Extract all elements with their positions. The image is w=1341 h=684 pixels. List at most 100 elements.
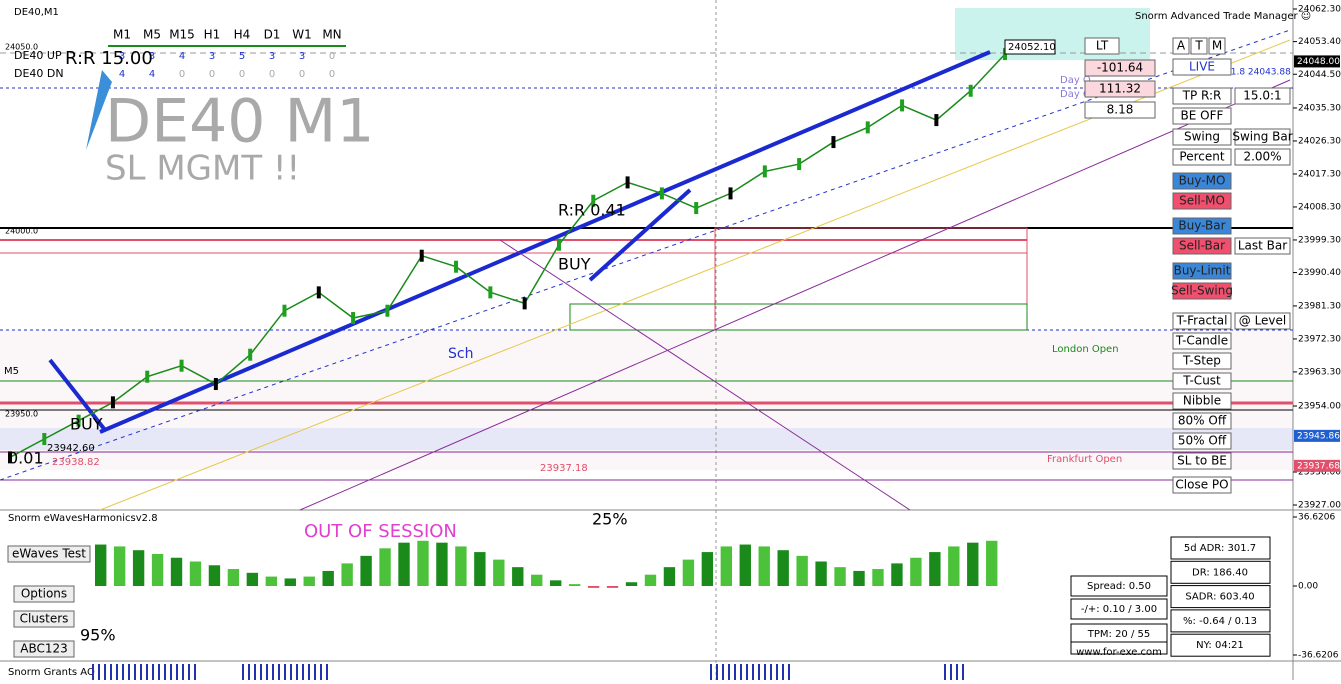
button-label[interactable]: @ Level — [1239, 314, 1287, 328]
button-label[interactable]: Buy-MO — [1179, 174, 1226, 188]
button[interactable] — [1084, 80, 1156, 98]
label: 5d ADR: 301.7 — [1184, 543, 1256, 554]
button[interactable] — [1172, 128, 1232, 146]
button-label[interactable]: T — [1194, 39, 1203, 53]
button-label[interactable]: TP R:R — [1182, 89, 1222, 103]
button-label[interactable]: Close PO — [1175, 478, 1228, 492]
button[interactable] — [1234, 148, 1291, 166]
ao-bar — [254, 664, 256, 680]
button-label[interactable]: Options — [21, 587, 67, 601]
button[interactable] — [1172, 87, 1232, 105]
label: 3 — [269, 51, 275, 62]
button-label[interactable]: A — [1177, 39, 1186, 53]
button-label[interactable]: Last Bar — [1238, 239, 1287, 253]
button-label[interactable]: 80% Off — [1178, 414, 1227, 428]
button[interactable] — [13, 610, 75, 628]
button[interactable] — [1190, 37, 1208, 55]
label: DR: 186.40 — [1192, 567, 1248, 578]
button-label[interactable]: M — [1212, 39, 1222, 53]
button-label[interactable]: 50% Off — [1178, 434, 1227, 448]
candle — [8, 451, 12, 464]
button-label[interactable]: T-Cust — [1182, 374, 1221, 388]
button[interactable] — [1234, 312, 1291, 330]
button[interactable] — [1172, 282, 1232, 300]
ao-bar — [302, 664, 304, 680]
button-label[interactable]: Swing — [1184, 130, 1220, 144]
button[interactable] — [1172, 107, 1232, 125]
button-label[interactable]: BE OFF — [1181, 109, 1224, 123]
oscillator-bar — [550, 580, 562, 586]
button[interactable] — [7, 545, 91, 563]
ao-bar — [758, 664, 760, 680]
button-label[interactable]: Nibble — [1183, 394, 1221, 408]
button-label[interactable]: 8.18 — [1107, 103, 1134, 117]
stat-box — [1070, 575, 1168, 597]
button[interactable] — [13, 585, 75, 603]
button-label[interactable]: ABC123 — [20, 642, 68, 656]
button[interactable] — [1172, 312, 1232, 330]
ao-bar — [776, 664, 778, 680]
button-label[interactable]: LT — [1096, 39, 1109, 53]
button-label[interactable]: eWaves Test — [12, 547, 86, 561]
button[interactable] — [1234, 237, 1291, 255]
button-label[interactable]: 2.00% — [1243, 150, 1281, 164]
button[interactable] — [1172, 372, 1232, 390]
button-label[interactable]: 15.0:1 — [1243, 89, 1281, 103]
button[interactable] — [1234, 128, 1291, 146]
button[interactable] — [1172, 412, 1232, 430]
button[interactable] — [1172, 432, 1232, 450]
price-tick-label: 23963.30 — [1298, 367, 1341, 377]
ao-bar — [956, 664, 958, 680]
button-label[interactable]: T-Candle — [1175, 334, 1228, 348]
oscillator-bar — [682, 559, 695, 586]
button-label[interactable]: Clusters — [20, 612, 69, 626]
button[interactable] — [1172, 392, 1232, 410]
button-label[interactable]: Swing Bar — [1232, 130, 1292, 144]
button-label[interactable]: Sell-Swing — [1171, 284, 1233, 298]
button[interactable] — [1172, 172, 1232, 190]
oscillator-bar — [398, 542, 410, 586]
button-label[interactable]: LIVE — [1189, 60, 1215, 74]
button[interactable] — [1172, 58, 1232, 76]
button-label[interactable]: 111.32 — [1099, 82, 1141, 96]
button[interactable] — [1084, 101, 1156, 119]
ao-bar — [266, 664, 268, 680]
button-label[interactable]: T-Step — [1182, 354, 1221, 368]
button[interactable] — [1172, 148, 1232, 166]
button-label[interactable]: -101.64 — [1097, 61, 1143, 75]
button[interactable] — [1084, 37, 1120, 55]
button[interactable] — [1172, 332, 1232, 350]
button[interactable] — [1208, 37, 1226, 55]
oscillator-bar — [246, 572, 259, 586]
oscillator-bar — [360, 555, 372, 586]
oscillator-bar — [910, 557, 922, 586]
button-label[interactable]: Percent — [1179, 150, 1224, 164]
button-label[interactable]: Sell-MO — [1179, 194, 1225, 208]
button[interactable] — [1172, 476, 1232, 494]
button[interactable] — [1172, 37, 1190, 55]
oscillator-bar — [929, 552, 941, 586]
button[interactable] — [1172, 237, 1232, 255]
button-label[interactable]: Buy-Limit — [1174, 264, 1231, 278]
button[interactable] — [1172, 217, 1232, 235]
button-label[interactable]: T-Fractal — [1176, 314, 1228, 328]
button[interactable] — [1172, 352, 1232, 370]
button[interactable] — [1172, 262, 1232, 280]
label: 24000.0 — [5, 227, 38, 236]
oscillator-bar — [606, 586, 619, 588]
button-label[interactable]: Sell-Bar — [1179, 239, 1225, 253]
button-label[interactable]: SL to BE — [1177, 454, 1227, 468]
ao-bar — [110, 664, 112, 680]
button[interactable] — [1172, 192, 1232, 210]
button-label[interactable]: Buy-Bar — [1178, 219, 1225, 233]
button[interactable] — [1172, 452, 1232, 470]
button[interactable] — [13, 640, 75, 658]
candle — [728, 187, 733, 200]
oscillator-bar — [95, 544, 107, 586]
candle — [797, 158, 802, 171]
label: 24052.10 — [1008, 42, 1056, 53]
button[interactable] — [1084, 59, 1156, 77]
button[interactable] — [1234, 87, 1291, 105]
oscillator-bar — [758, 546, 770, 586]
label: Sch — [448, 346, 473, 362]
